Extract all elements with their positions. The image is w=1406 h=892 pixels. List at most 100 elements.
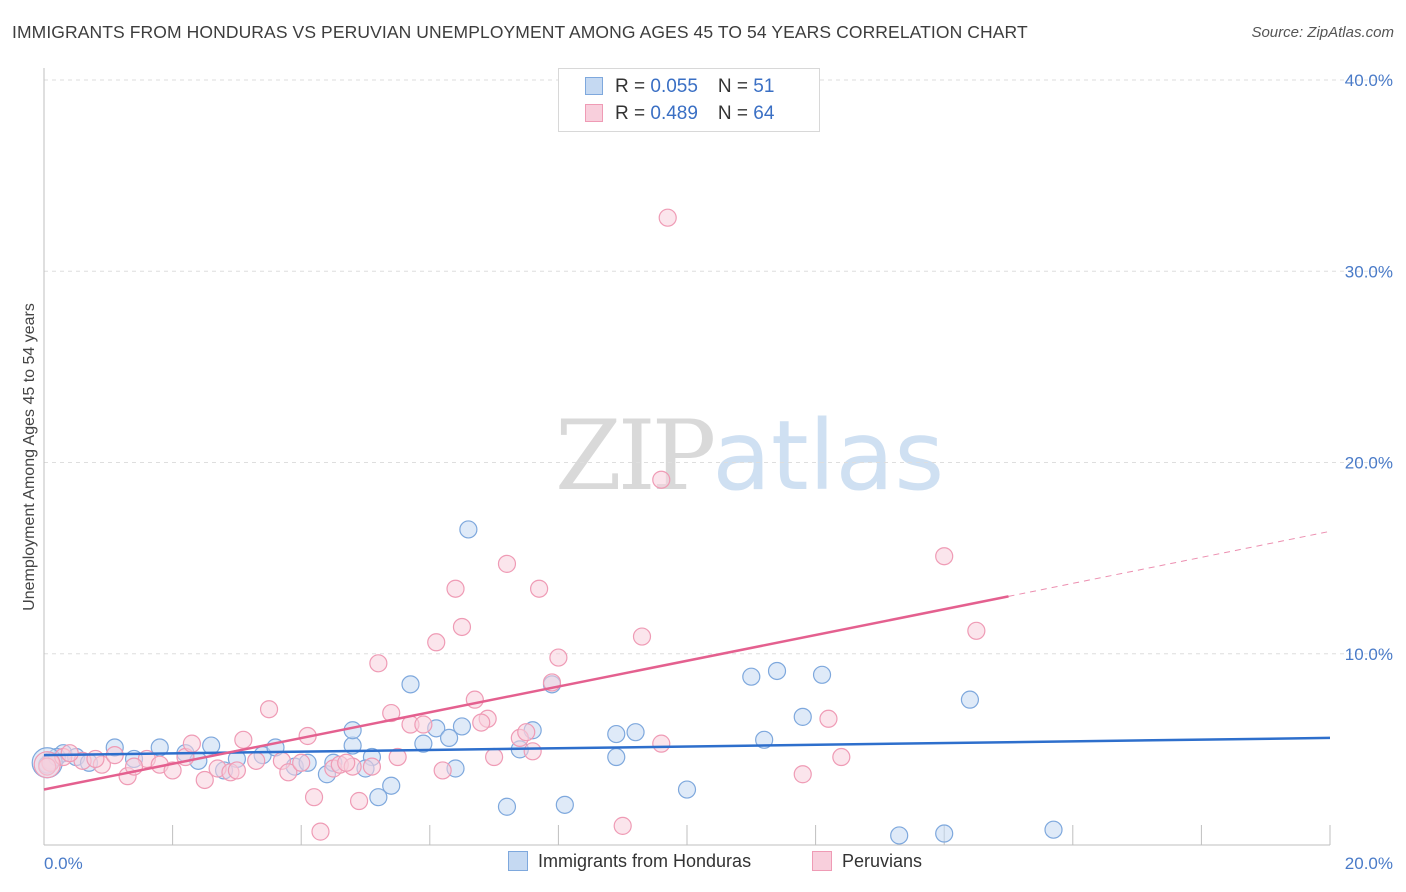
point-peruvians bbox=[311, 822, 330, 841]
point-honduras bbox=[202, 736, 221, 755]
bottom-legend-label-peruvians: Peruvians bbox=[842, 851, 923, 871]
source-label: Source: ZipAtlas.com bbox=[1251, 24, 1394, 41]
y-tick-label: 30.0% bbox=[1345, 262, 1393, 281]
legend-n-label: N = bbox=[717, 103, 754, 124]
point-honduras bbox=[742, 667, 761, 686]
point-peruvians bbox=[632, 627, 652, 646]
y-axis-label: Unemployment Among Ages 45 to 54 years bbox=[21, 303, 38, 611]
point-honduras bbox=[414, 734, 433, 753]
y-tick-label: 40.0% bbox=[1345, 71, 1393, 90]
point-peruvians bbox=[517, 723, 536, 742]
point-peruvians bbox=[279, 763, 298, 782]
bottom-legend-peruvians: Peruvians bbox=[812, 851, 922, 872]
point-peruvians bbox=[388, 747, 407, 767]
point-honduras bbox=[459, 520, 478, 539]
point-peruvians bbox=[967, 621, 986, 640]
point-peruvians bbox=[227, 761, 246, 780]
point-peruvians bbox=[337, 753, 356, 772]
bottom-legend-honduras: Immigrants from Honduras bbox=[508, 851, 751, 872]
chart-title: IMMIGRANTS FROM HONDURAS VS PERUVIAN UNE… bbox=[12, 22, 1028, 42]
point-peruvians bbox=[793, 765, 812, 784]
point-honduras bbox=[401, 675, 420, 694]
point-honduras bbox=[369, 788, 388, 807]
point-honduras bbox=[607, 724, 626, 744]
legend-n-value: 64 bbox=[753, 103, 775, 124]
point-honduras bbox=[382, 776, 401, 795]
x-tick-label-start: 0.0% bbox=[44, 854, 83, 873]
trend-line-peruvians bbox=[43, 595, 1009, 791]
legend-r-value: 0.489 bbox=[650, 103, 698, 124]
legend-row-honduras: R = 0.055 N = 51 bbox=[585, 76, 774, 98]
y-tick-label: 10.0% bbox=[1345, 645, 1393, 664]
x-tick-label-end: 20.0% bbox=[1345, 854, 1393, 873]
grid-lines bbox=[44, 79, 1392, 655]
point-peruvians bbox=[935, 547, 954, 566]
point-peruvians bbox=[362, 757, 382, 776]
point-peruvians bbox=[163, 761, 182, 780]
point-honduras bbox=[793, 707, 812, 726]
point-honduras bbox=[343, 721, 362, 740]
legend-r-label: R = bbox=[615, 103, 651, 124]
point-peruvians bbox=[247, 751, 266, 770]
point-peruvians bbox=[523, 742, 542, 761]
point-peruvians-cluster bbox=[33, 751, 61, 779]
legend: R = 0.055 N = 51 R = 0.489 N = 64 bbox=[558, 68, 820, 132]
point-honduras bbox=[755, 730, 774, 749]
point-peruvians bbox=[485, 747, 504, 767]
point-honduras bbox=[960, 690, 980, 709]
point-peruvians bbox=[414, 715, 433, 734]
point-peruvians bbox=[446, 579, 465, 598]
point-peruvians bbox=[349, 791, 369, 811]
tick-labels: 10.0% 20.0% 30.0% 40.0% 0.0% 20.0% bbox=[44, 71, 1393, 873]
trend-lines bbox=[43, 530, 1331, 791]
point-peruvians bbox=[652, 470, 671, 489]
legend-r-value: 0.055 bbox=[650, 76, 698, 97]
point-peruvians bbox=[86, 749, 105, 769]
point-peruvians bbox=[60, 744, 79, 763]
point-honduras bbox=[497, 797, 517, 816]
point-peruvians bbox=[549, 648, 568, 667]
point-honduras bbox=[677, 780, 697, 799]
trend-line-peruvians-projection bbox=[1008, 530, 1331, 597]
y-tick-label: 20.0% bbox=[1345, 454, 1393, 473]
series-peruvians-points bbox=[33, 208, 986, 841]
point-peruvians bbox=[819, 709, 838, 728]
point-peruvians bbox=[472, 713, 491, 732]
point-peruvians bbox=[292, 753, 311, 772]
point-peruvians bbox=[234, 730, 253, 749]
point-honduras bbox=[767, 661, 787, 681]
point-honduras bbox=[812, 665, 832, 684]
point-peruvians bbox=[530, 579, 549, 598]
legend-n-value: 51 bbox=[753, 76, 775, 97]
point-peruvians bbox=[433, 761, 452, 780]
point-peruvians bbox=[182, 734, 201, 753]
legend-swatch-peruvians bbox=[585, 104, 603, 122]
point-peruvians bbox=[427, 633, 446, 652]
point-peruvians bbox=[613, 816, 632, 835]
point-peruvians bbox=[497, 554, 517, 573]
point-peruvians bbox=[259, 700, 279, 719]
point-honduras bbox=[555, 795, 574, 814]
point-peruvians bbox=[195, 770, 214, 790]
point-peruvians bbox=[652, 734, 671, 753]
point-honduras bbox=[935, 824, 954, 843]
bottom-legend-swatch-peruvians bbox=[812, 851, 832, 871]
point-honduras bbox=[452, 717, 472, 736]
legend-r-label: R = bbox=[615, 76, 651, 97]
point-peruvians bbox=[658, 208, 677, 227]
bottom-legend-swatch-honduras bbox=[508, 851, 528, 871]
trend-line-honduras bbox=[43, 736, 1331, 757]
point-peruvians bbox=[304, 788, 324, 807]
point-honduras bbox=[607, 747, 626, 767]
point-peruvians bbox=[382, 703, 401, 723]
point-honduras bbox=[439, 728, 459, 748]
point-honduras bbox=[626, 723, 645, 742]
point-honduras bbox=[1044, 820, 1063, 839]
point-peruvians bbox=[832, 747, 851, 767]
axes bbox=[43, 68, 1331, 846]
legend-row-peruvians: R = 0.489 N = 64 bbox=[585, 103, 774, 125]
point-peruvians bbox=[369, 654, 388, 673]
bottom-legend-label-honduras: Immigrants from Honduras bbox=[538, 851, 752, 871]
point-honduras bbox=[890, 826, 909, 845]
